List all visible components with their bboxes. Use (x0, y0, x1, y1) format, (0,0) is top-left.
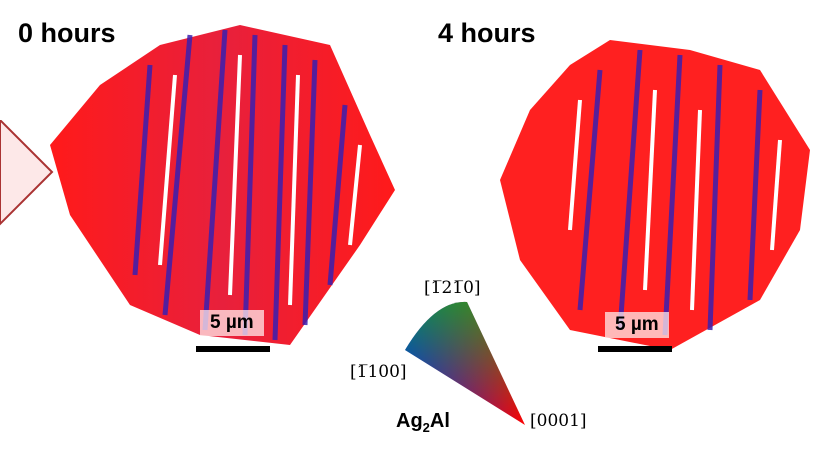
partial-arrow-shape (0, 120, 54, 226)
scale-bar-0h (196, 346, 270, 352)
panel-title-4h: 4 hours (438, 18, 536, 48)
scale-label-0h: 5 µm (200, 310, 264, 336)
ebsd-map-4h (500, 40, 810, 350)
material-label: Ag2Al (396, 410, 450, 435)
scale-bar-4h (598, 346, 672, 352)
ebsd-map-0h (50, 25, 395, 345)
direction-label-tip: [0001] (530, 411, 587, 431)
panel-title-0h: 0 hours (18, 18, 116, 48)
scale-label-4h: 5 µm (605, 312, 669, 338)
direction-label-top: [1̅21̅0] (424, 278, 481, 298)
ipf-color-key (405, 301, 525, 425)
direction-label-left: [1̅100] (350, 362, 407, 382)
